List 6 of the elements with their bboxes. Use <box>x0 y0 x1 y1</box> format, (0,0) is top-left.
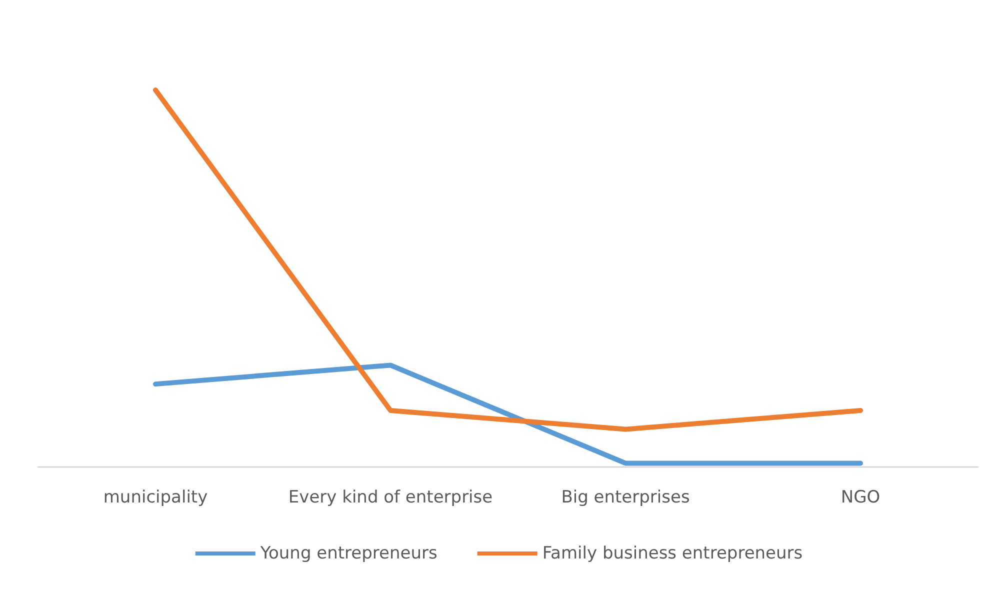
x-tick-label: Every kind of enterprise <box>288 488 493 508</box>
legend-label: Family business entrepreneurs <box>542 544 803 564</box>
x-tick-label: NGO <box>840 488 880 508</box>
x-tick-label: Big enterprises <box>561 488 690 508</box>
x-tick-label: municipality <box>103 488 208 508</box>
legend-label: Young entrepreneurs <box>259 544 438 564</box>
